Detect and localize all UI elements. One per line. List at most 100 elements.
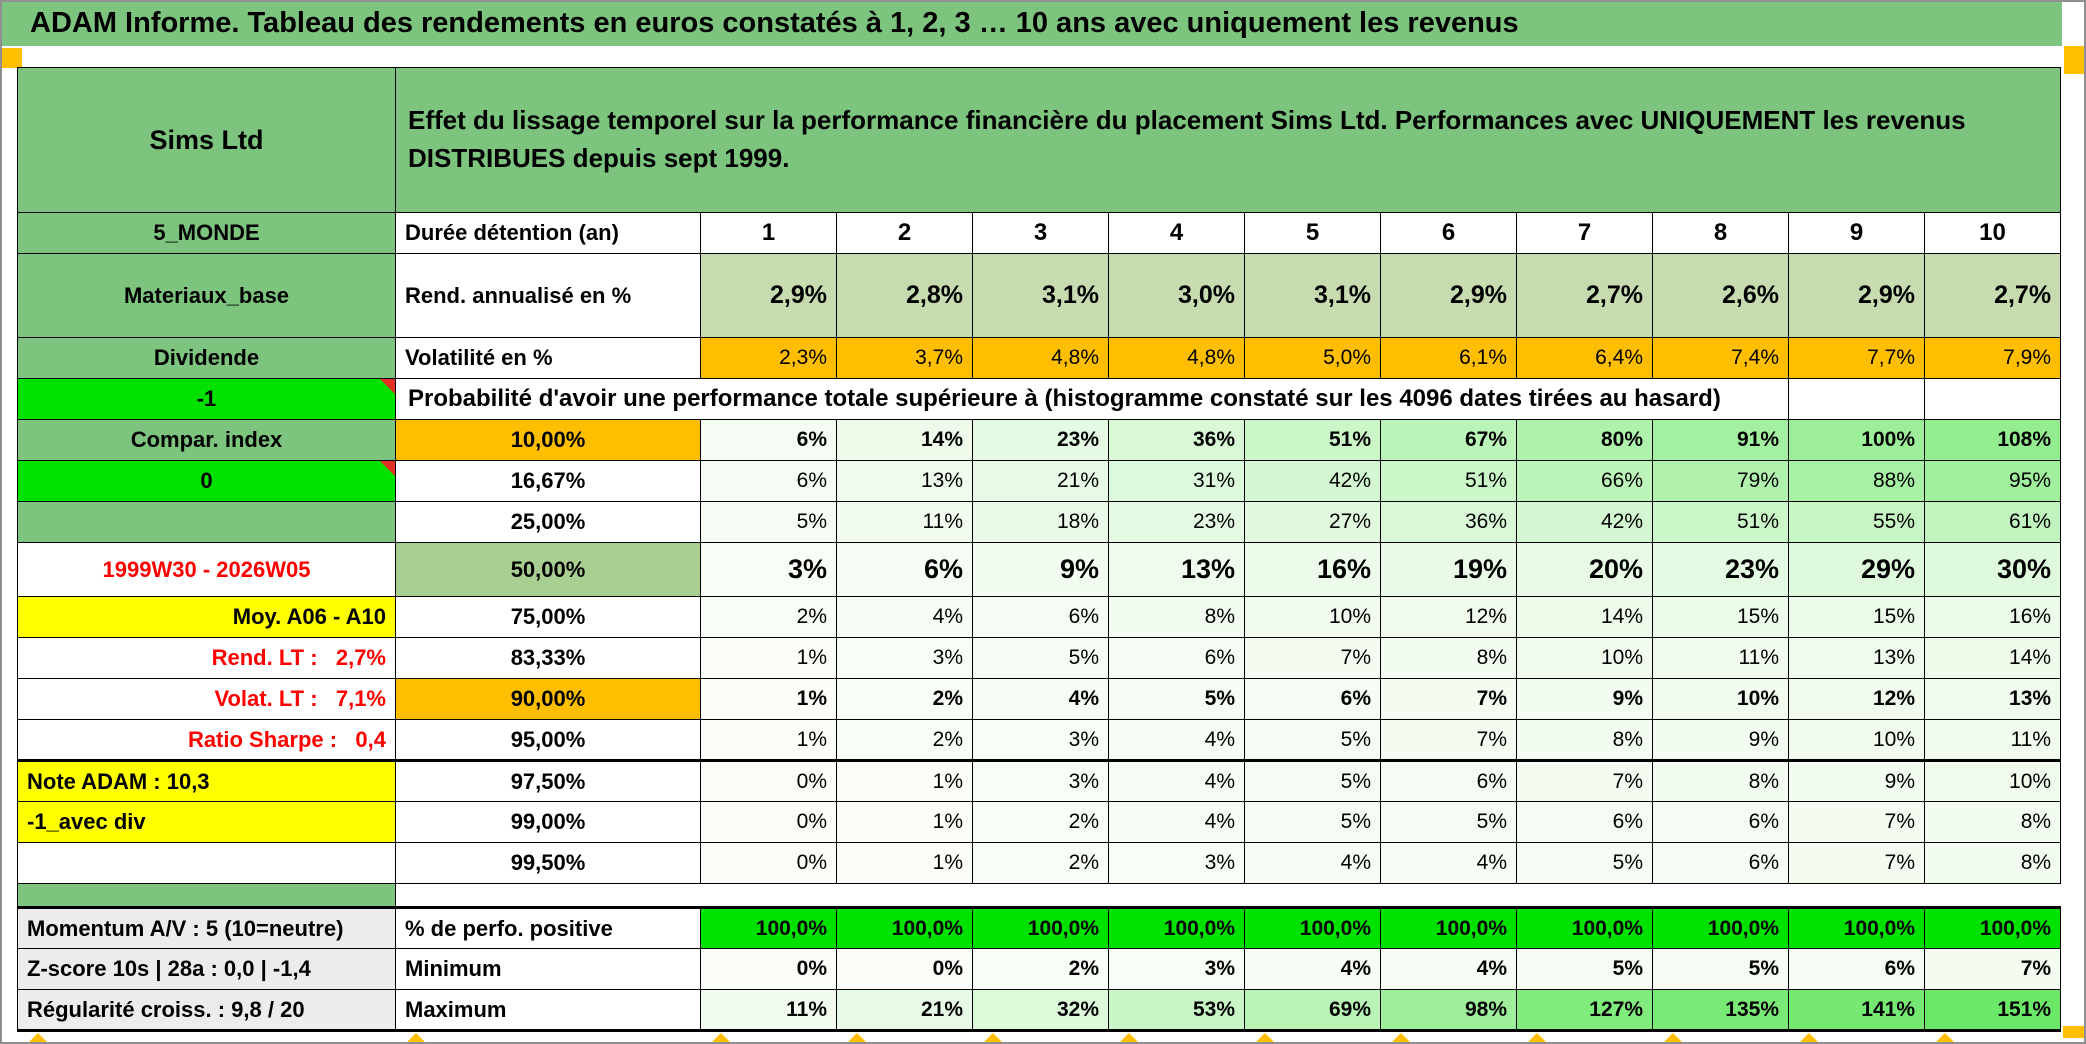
value-cell[interactable]: 12% xyxy=(1380,596,1517,638)
value-cell[interactable]: 1% xyxy=(700,637,837,679)
value-cell[interactable]: 6% xyxy=(1788,948,1925,990)
value-cell[interactable]: 14% xyxy=(836,419,973,461)
value-cell[interactable]: 7 xyxy=(1516,212,1653,254)
value-cell[interactable]: 1% xyxy=(700,678,837,720)
value-cell[interactable]: 7% xyxy=(1380,719,1517,761)
value-cell[interactable]: 7,4% xyxy=(1652,337,1789,379)
value-cell[interactable]: 2,9% xyxy=(700,253,837,338)
value-cell[interactable]: 100,0% xyxy=(1788,906,1925,949)
row-header-cell[interactable]: 97,50% xyxy=(395,759,701,802)
row-label-cell[interactable]: Materiaux_base xyxy=(17,253,396,338)
value-cell[interactable]: 135% xyxy=(1652,989,1789,1032)
row-label-cell[interactable]: Moy. A06 - A10 xyxy=(17,596,396,638)
row-header-cell[interactable]: 83,33% xyxy=(395,637,701,679)
row-header-cell[interactable]: 10,00% xyxy=(395,419,701,461)
value-cell[interactable]: 141% xyxy=(1788,989,1925,1032)
value-cell[interactable]: 3,7% xyxy=(836,337,973,379)
value-cell[interactable]: 95% xyxy=(1923,460,2062,502)
value-cell[interactable]: 29% xyxy=(1788,542,1925,597)
value-cell[interactable]: 21% xyxy=(836,989,973,1032)
value-cell[interactable]: 6% xyxy=(1244,678,1381,720)
value-cell[interactable]: 3,0% xyxy=(1108,253,1245,338)
value-cell[interactable]: 151% xyxy=(1923,989,2062,1032)
value-cell[interactable]: 6% xyxy=(1380,759,1517,802)
row-label-cell[interactable]: 1999W30 - 2026W05 xyxy=(17,542,396,597)
value-cell[interactable]: 30% xyxy=(1923,542,2062,597)
value-cell[interactable]: 4% xyxy=(1380,948,1517,990)
value-cell[interactable]: 61% xyxy=(1923,501,2062,543)
value-cell[interactable]: 100% xyxy=(1788,419,1925,461)
value-cell[interactable]: 3% xyxy=(972,759,1109,802)
value-cell[interactable]: 2% xyxy=(972,801,1109,843)
value-cell[interactable]: 5% xyxy=(1516,948,1653,990)
value-cell[interactable]: 66% xyxy=(1516,460,1653,502)
value-cell[interactable]: 23% xyxy=(972,419,1109,461)
value-cell[interactable]: 108% xyxy=(1923,419,2062,461)
value-cell[interactable]: 12% xyxy=(1788,678,1925,720)
value-cell[interactable]: 10% xyxy=(1516,637,1653,679)
value-cell[interactable]: 2,6% xyxy=(1652,253,1789,338)
value-cell[interactable]: 5 xyxy=(1244,212,1381,254)
value-cell[interactable]: 1% xyxy=(700,719,837,761)
value-cell[interactable]: 100,0% xyxy=(1516,906,1653,949)
value-cell[interactable]: 6% xyxy=(836,542,973,597)
value-cell[interactable]: 127% xyxy=(1516,989,1653,1032)
value-cell[interactable]: 8% xyxy=(1108,596,1245,638)
value-cell[interactable]: 1 xyxy=(700,212,837,254)
row-label-cell[interactable]: Momentum A/V : 5 (10=neutre) xyxy=(17,906,396,949)
value-cell[interactable]: 8% xyxy=(1923,842,2062,884)
value-cell[interactable]: 2% xyxy=(836,678,973,720)
row-label-cell[interactable]: Régularité croiss. : 9,8 / 20 xyxy=(17,989,396,1032)
value-cell[interactable]: 67% xyxy=(1380,419,1517,461)
value-cell[interactable]: 16% xyxy=(1244,542,1381,597)
value-cell[interactable]: 10 xyxy=(1923,212,2062,254)
value-cell[interactable]: 27% xyxy=(1244,501,1381,543)
value-cell[interactable]: 6% xyxy=(1652,801,1789,843)
value-cell[interactable]: 21% xyxy=(972,460,1109,502)
value-cell[interactable]: 4% xyxy=(836,596,973,638)
value-cell[interactable]: 18% xyxy=(972,501,1109,543)
value-cell[interactable]: 13% xyxy=(836,460,973,502)
value-cell[interactable]: 7% xyxy=(1516,759,1653,802)
value-cell[interactable]: 100,0% xyxy=(1244,906,1381,949)
row-label-cell[interactable] xyxy=(17,883,396,908)
value-cell[interactable]: 15% xyxy=(1788,596,1925,638)
value-cell[interactable]: 51% xyxy=(1652,501,1789,543)
row-header-cell[interactable]: Maximum xyxy=(395,989,701,1032)
value-cell[interactable]: 3 xyxy=(972,212,1109,254)
value-cell[interactable]: 7,7% xyxy=(1788,337,1925,379)
row-label-cell[interactable]: Z-score 10s | 28a : 0,0 | -1,4 xyxy=(17,948,396,990)
value-cell[interactable]: 3% xyxy=(972,719,1109,761)
value-cell[interactable]: 6% xyxy=(1652,842,1789,884)
value-cell[interactable]: 100,0% xyxy=(972,906,1109,949)
value-cell[interactable]: 7% xyxy=(1788,801,1925,843)
value-cell[interactable]: 80% xyxy=(1516,419,1653,461)
value-cell[interactable]: 2,8% xyxy=(836,253,973,338)
value-cell[interactable]: 11% xyxy=(1652,637,1789,679)
row-label-cell[interactable]: Ratio Sharpe : 0,4 xyxy=(17,719,396,761)
row-header-cell[interactable]: Volatilité en % xyxy=(395,337,701,379)
value-cell[interactable]: 13% xyxy=(1923,678,2062,720)
value-cell[interactable]: 9% xyxy=(972,542,1109,597)
value-cell[interactable]: 6% xyxy=(972,596,1109,638)
value-cell[interactable]: 53% xyxy=(1108,989,1245,1032)
value-cell[interactable]: 36% xyxy=(1108,419,1245,461)
value-cell[interactable]: 8 xyxy=(1652,212,1789,254)
value-cell[interactable]: 5% xyxy=(1652,948,1789,990)
value-cell[interactable]: 1% xyxy=(836,842,973,884)
table-description-cell[interactable]: Effet du lissage temporel sur la perform… xyxy=(394,67,2062,213)
value-cell[interactable]: 2,9% xyxy=(1788,253,1925,338)
row-header-cell[interactable]: 99,00% xyxy=(395,801,701,843)
value-cell[interactable]: 13% xyxy=(1788,637,1925,679)
value-cell[interactable]: 100,0% xyxy=(700,906,837,949)
value-cell[interactable]: 5% xyxy=(1516,842,1653,884)
row-label-cell[interactable]: 0 xyxy=(17,460,396,502)
value-cell[interactable]: 6 xyxy=(1380,212,1517,254)
row-header-cell[interactable]: 95,00% xyxy=(395,719,701,761)
row-label-cell[interactable]: 5_MONDE xyxy=(17,212,396,254)
value-cell[interactable]: 10% xyxy=(1788,719,1925,761)
value-cell[interactable]: 7,9% xyxy=(1923,337,2062,379)
value-cell[interactable]: 4% xyxy=(1108,801,1245,843)
row-label-cell[interactable]: Note ADAM : 10,3 xyxy=(17,759,396,802)
value-cell[interactable]: 2% xyxy=(836,719,973,761)
